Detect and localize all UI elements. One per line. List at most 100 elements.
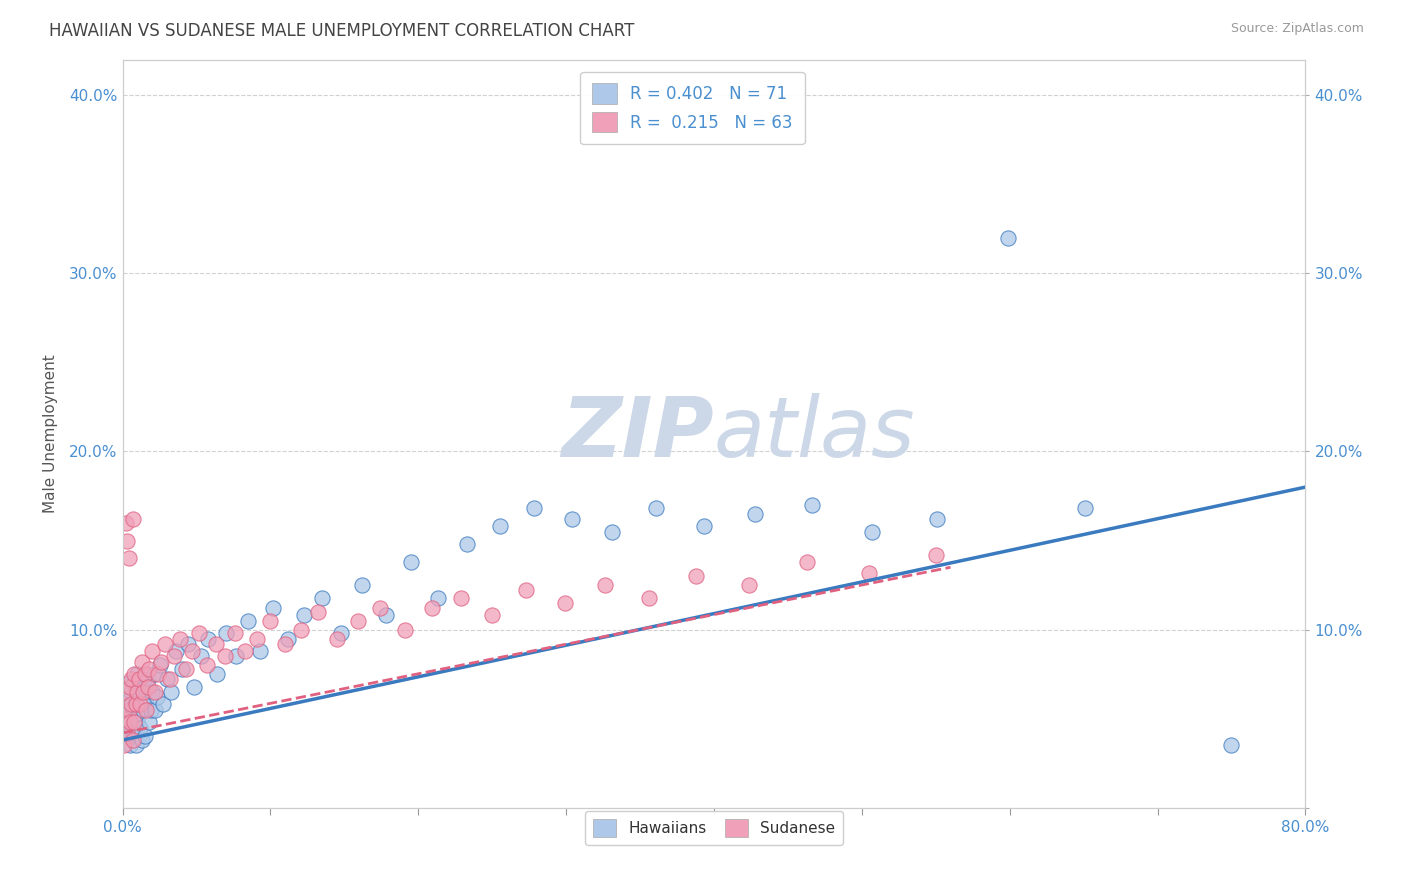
Point: [224, 626, 246, 640]
Point: [128, 685, 150, 699]
Point: [170, 662, 193, 676]
Point: [561, 512, 583, 526]
Point: [132, 685, 155, 699]
Point: [593, 578, 616, 592]
Point: [132, 703, 155, 717]
Point: [124, 667, 146, 681]
Point: [122, 730, 145, 744]
Point: [115, 730, 138, 744]
Point: [204, 637, 226, 651]
Point: [138, 715, 160, 730]
Point: [121, 721, 143, 735]
Point: [420, 601, 443, 615]
Point: [134, 730, 156, 744]
Point: [117, 703, 139, 717]
Point: [238, 614, 260, 628]
Point: [112, 739, 135, 753]
Point: [131, 733, 153, 747]
Point: [800, 498, 823, 512]
Point: [195, 658, 218, 673]
Point: [115, 533, 138, 548]
Point: [169, 632, 191, 646]
Point: [426, 591, 449, 605]
Point: [138, 662, 160, 676]
Point: [174, 662, 197, 676]
Point: [197, 632, 219, 646]
Point: [997, 231, 1019, 245]
Point: [311, 591, 333, 605]
Point: [129, 676, 152, 690]
Point: [165, 644, 187, 658]
Point: [215, 626, 238, 640]
Point: [515, 583, 537, 598]
Point: [115, 726, 138, 740]
Point: [122, 703, 145, 717]
Point: [1074, 501, 1097, 516]
Point: [274, 637, 297, 651]
Legend: Hawaiians, Sudanese: Hawaiians, Sudanese: [585, 811, 842, 845]
Point: [181, 644, 204, 658]
Point: [112, 694, 135, 708]
Point: [160, 685, 183, 699]
Point: [150, 655, 173, 669]
Point: [330, 626, 353, 640]
Point: [145, 690, 167, 705]
Point: [148, 658, 170, 673]
Point: [124, 712, 146, 726]
Point: [249, 644, 271, 658]
Point: [114, 516, 136, 530]
Point: [118, 703, 141, 717]
Point: [136, 680, 159, 694]
Point: [692, 519, 714, 533]
Point: [135, 698, 157, 712]
Point: [290, 623, 312, 637]
Point: [183, 680, 205, 694]
Point: [450, 591, 472, 605]
Point: [125, 739, 148, 753]
Point: [176, 637, 198, 651]
Point: [488, 519, 510, 533]
Point: [143, 703, 166, 717]
Point: [125, 698, 148, 712]
Point: [394, 623, 416, 637]
Point: [205, 667, 228, 681]
Point: [685, 569, 707, 583]
Point: [134, 680, 156, 694]
Point: [860, 524, 883, 539]
Point: [141, 685, 163, 699]
Point: [927, 512, 949, 526]
Point: [190, 649, 212, 664]
Text: atlas: atlas: [714, 393, 915, 475]
Point: [129, 698, 152, 712]
Point: [134, 667, 156, 681]
Point: [124, 715, 146, 730]
Point: [122, 733, 145, 747]
Point: [136, 673, 159, 687]
Point: [277, 632, 299, 646]
Text: Source: ZipAtlas.com: Source: ZipAtlas.com: [1230, 22, 1364, 36]
Point: [143, 685, 166, 699]
Point: [246, 632, 269, 646]
Point: [128, 673, 150, 687]
Point: [114, 712, 136, 726]
Point: [118, 680, 141, 694]
Point: [118, 715, 141, 730]
Point: [399, 555, 422, 569]
Point: [156, 673, 179, 687]
Point: [125, 694, 148, 708]
Point: [600, 524, 623, 539]
Point: [121, 673, 143, 687]
Point: [135, 703, 157, 717]
Point: [368, 601, 391, 615]
Point: [141, 644, 163, 658]
Point: [554, 596, 576, 610]
Point: [214, 649, 236, 664]
Text: HAWAIIAN VS SUDANESE MALE UNEMPLOYMENT CORRELATION CHART: HAWAIIAN VS SUDANESE MALE UNEMPLOYMENT C…: [49, 22, 634, 40]
Point: [117, 676, 139, 690]
Point: [142, 667, 165, 681]
Point: [259, 614, 281, 628]
Point: [326, 632, 349, 646]
Point: [121, 698, 143, 712]
Point: [262, 601, 284, 615]
Point: [114, 685, 136, 699]
